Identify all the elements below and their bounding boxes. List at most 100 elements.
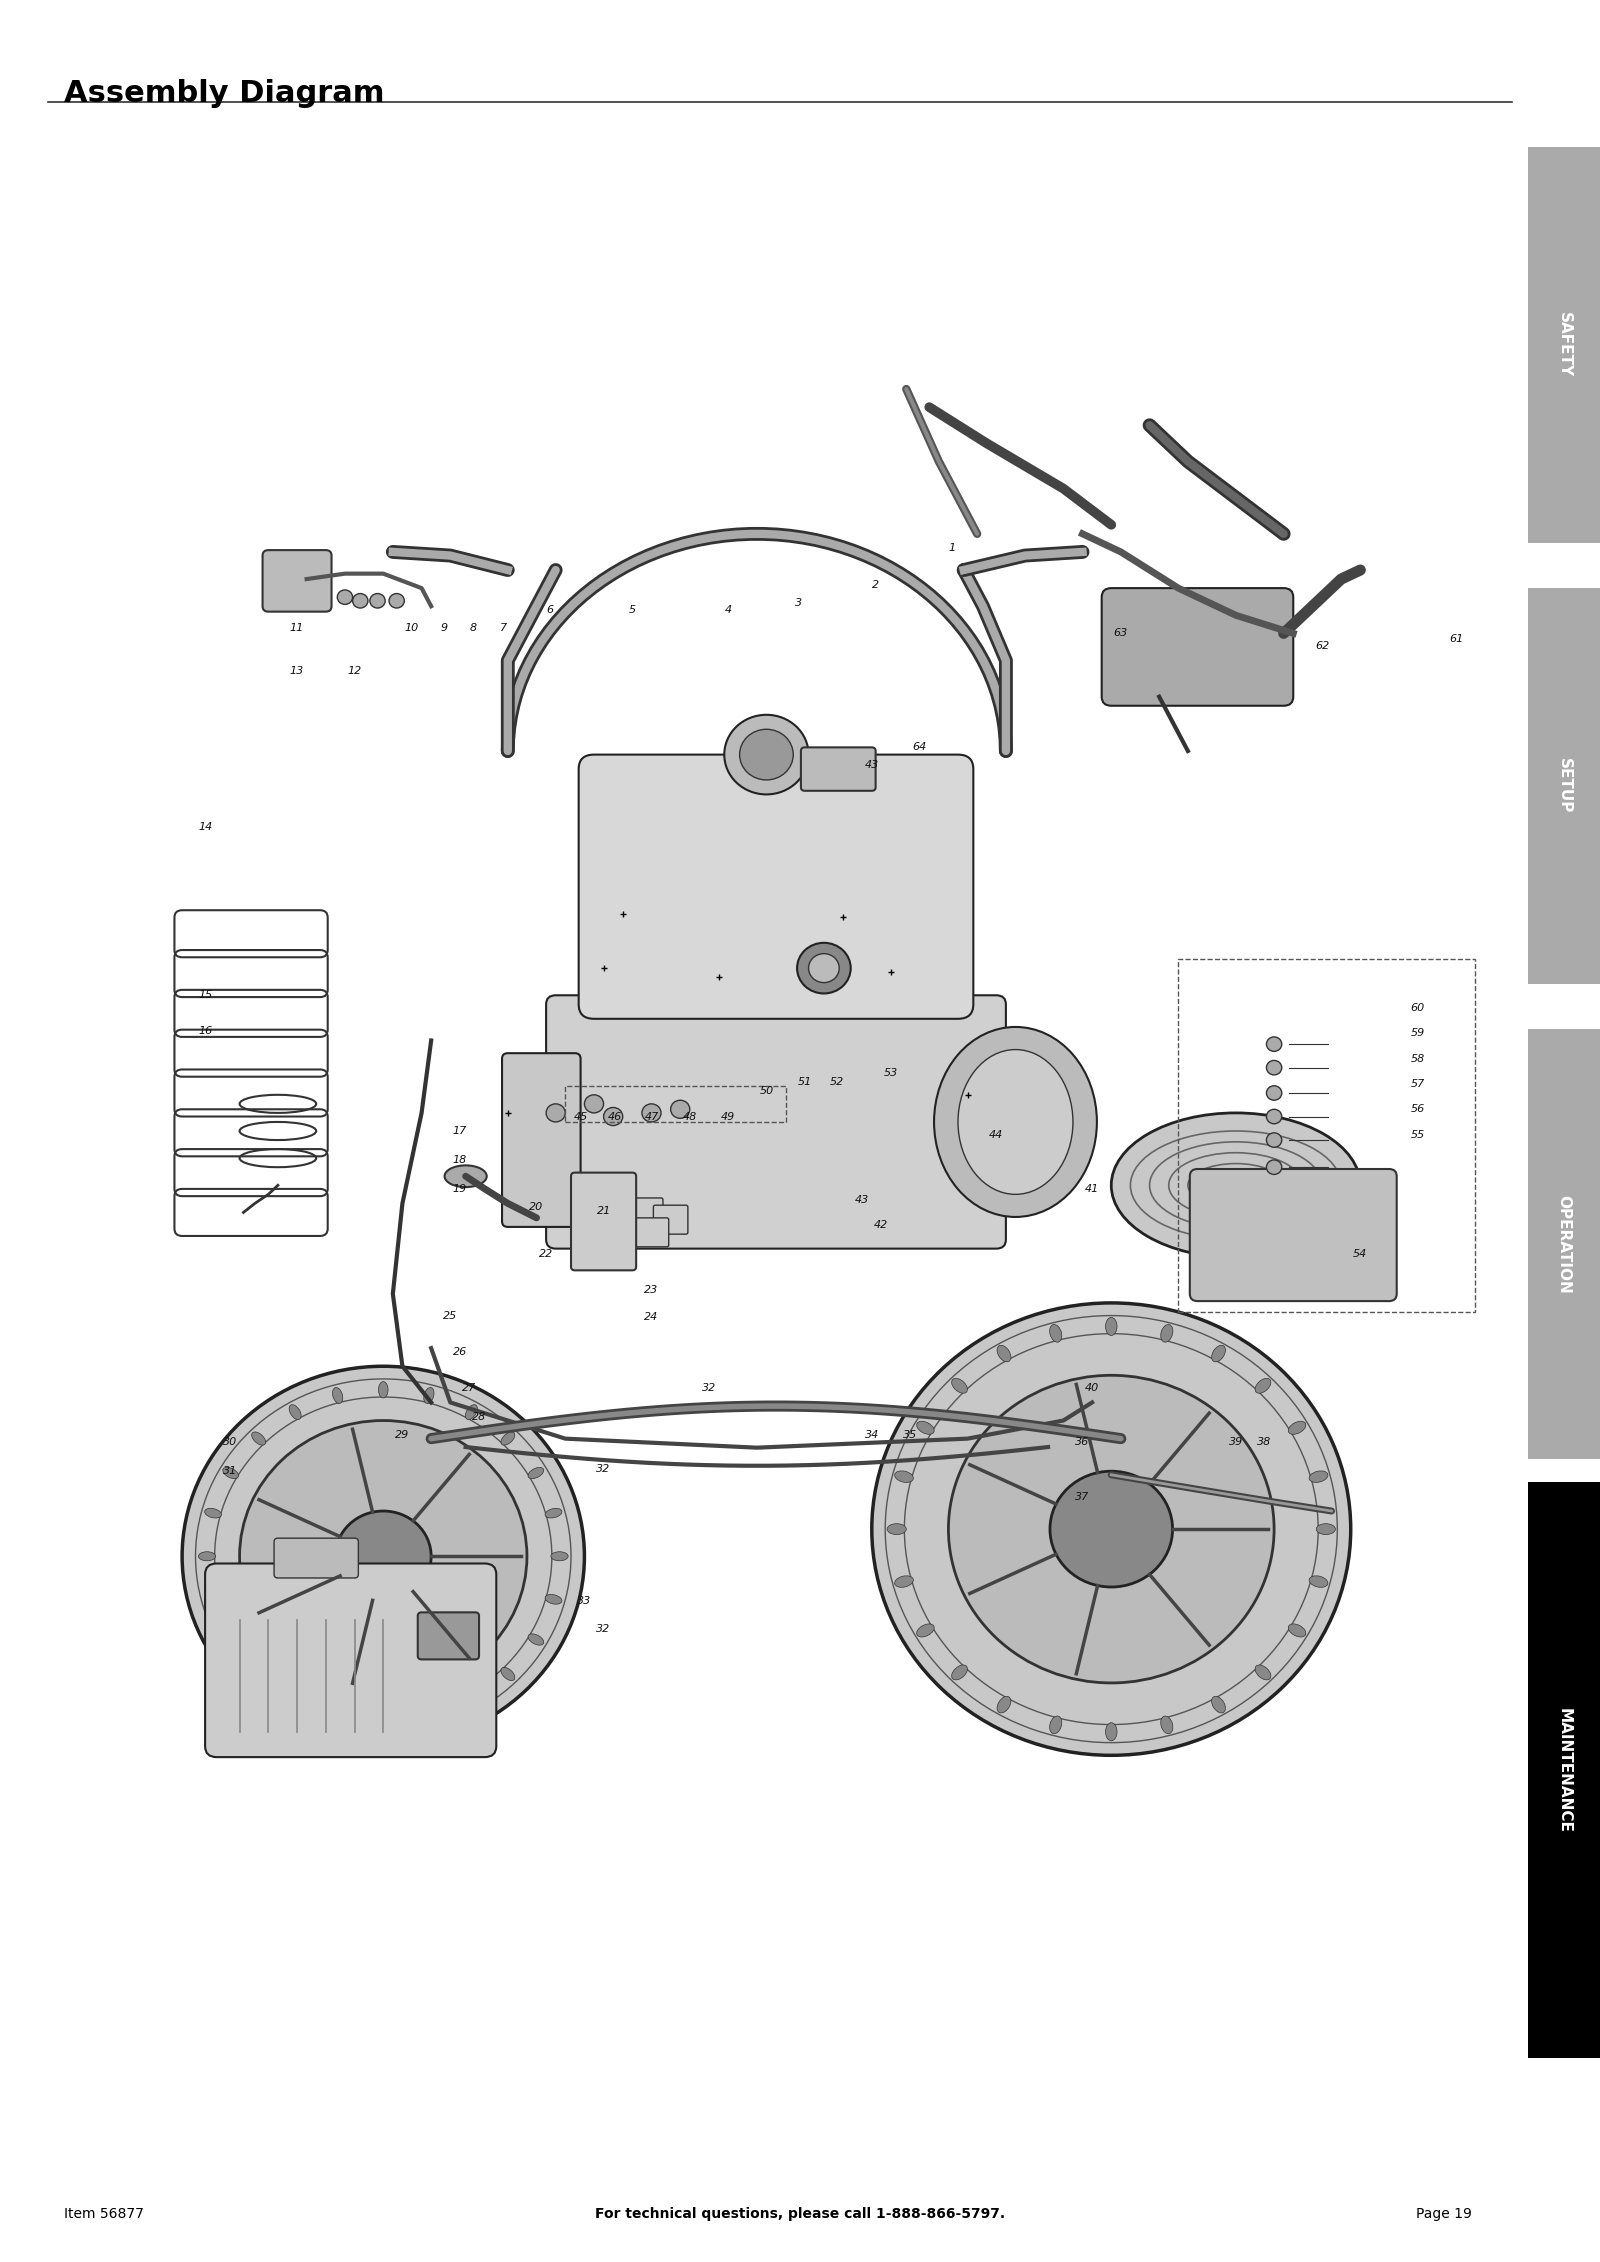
Text: 32: 32 [597,1464,611,1475]
FancyBboxPatch shape [1528,147,1600,543]
Text: 44: 44 [989,1129,1003,1140]
Ellipse shape [528,1468,544,1479]
Text: SAFETY: SAFETY [1557,312,1571,378]
Circle shape [872,1303,1350,1755]
Ellipse shape [379,1382,389,1398]
Bar [1178,959,1475,1312]
Ellipse shape [550,1552,568,1561]
Ellipse shape [1050,1326,1062,1341]
Circle shape [1267,1133,1282,1147]
Circle shape [739,728,794,780]
Ellipse shape [952,1378,968,1393]
Circle shape [370,593,386,608]
Text: 36: 36 [1075,1436,1090,1448]
Text: 11: 11 [290,622,304,633]
Text: Assembly Diagram: Assembly Diagram [64,79,384,109]
Text: 27: 27 [462,1382,477,1393]
Circle shape [182,1366,584,1746]
Text: 51: 51 [798,1077,811,1088]
Ellipse shape [1112,1113,1360,1258]
Text: 33: 33 [578,1597,592,1606]
Text: 56: 56 [1411,1104,1426,1115]
Ellipse shape [333,1710,342,1726]
FancyBboxPatch shape [653,1206,688,1235]
Circle shape [603,1108,622,1126]
Text: 57: 57 [1411,1079,1426,1088]
Circle shape [1267,1061,1282,1074]
Text: 49: 49 [722,1111,736,1122]
Ellipse shape [1160,1326,1173,1341]
Ellipse shape [1050,1717,1062,1733]
Ellipse shape [1160,1717,1173,1733]
Text: 43: 43 [864,760,878,771]
Ellipse shape [222,1468,238,1479]
Ellipse shape [952,1665,968,1681]
Ellipse shape [1288,1624,1306,1638]
Text: 29: 29 [395,1430,410,1441]
FancyBboxPatch shape [1528,1482,1600,2058]
FancyBboxPatch shape [629,1199,662,1226]
Text: 12: 12 [347,667,362,676]
Text: 7: 7 [501,622,507,633]
FancyBboxPatch shape [579,756,973,1018]
Ellipse shape [290,1405,301,1421]
Text: OPERATION: OPERATION [1557,1194,1571,1294]
Circle shape [336,1511,430,1601]
Circle shape [1050,1470,1173,1588]
Text: 24: 24 [645,1312,659,1323]
Text: 54: 54 [1354,1249,1368,1260]
FancyBboxPatch shape [274,1538,358,1579]
Ellipse shape [1317,1525,1336,1534]
Circle shape [808,955,840,982]
Ellipse shape [546,1595,562,1604]
Ellipse shape [917,1624,934,1638]
Text: 13: 13 [290,667,304,676]
Text: 26: 26 [453,1346,467,1357]
Ellipse shape [917,1421,934,1434]
Text: 63: 63 [1114,629,1128,638]
Text: 37: 37 [1075,1491,1090,1502]
Text: 62: 62 [1315,640,1330,651]
Ellipse shape [205,1595,221,1604]
Circle shape [1267,1036,1282,1052]
Text: MAINTENANCE: MAINTENANCE [1557,1708,1571,1832]
Circle shape [338,590,352,604]
FancyBboxPatch shape [1102,588,1293,706]
Text: 43: 43 [854,1194,869,1206]
Text: 45: 45 [573,1111,587,1122]
Circle shape [1267,1108,1282,1124]
Text: 35: 35 [902,1430,917,1441]
Text: 8: 8 [470,622,477,633]
Ellipse shape [1309,1577,1328,1588]
FancyBboxPatch shape [418,1613,478,1660]
Ellipse shape [1254,1378,1270,1393]
Text: 21: 21 [597,1206,611,1215]
Text: 38: 38 [1258,1436,1272,1448]
Text: 61: 61 [1450,633,1464,645]
Text: 30: 30 [222,1436,237,1448]
Text: 40: 40 [1085,1382,1099,1393]
Text: 48: 48 [683,1111,698,1122]
Circle shape [584,1095,603,1113]
Ellipse shape [1106,1316,1117,1335]
Ellipse shape [1254,1665,1270,1681]
Ellipse shape [466,1692,477,1708]
Text: 53: 53 [883,1068,898,1079]
Text: 14: 14 [198,821,213,832]
Ellipse shape [501,1667,515,1681]
Circle shape [240,1421,526,1692]
Text: 17: 17 [453,1126,467,1136]
Text: 42: 42 [874,1219,888,1231]
Text: 16: 16 [198,1027,213,1036]
Text: 15: 15 [198,991,213,1000]
Circle shape [352,593,368,608]
Text: 28: 28 [472,1411,486,1423]
Circle shape [1267,1086,1282,1099]
FancyBboxPatch shape [1528,588,1600,984]
Text: 18: 18 [453,1156,467,1165]
Ellipse shape [1211,1696,1226,1712]
Text: 46: 46 [608,1111,622,1122]
Ellipse shape [466,1405,477,1421]
Text: 19: 19 [453,1183,467,1194]
Ellipse shape [528,1633,544,1644]
